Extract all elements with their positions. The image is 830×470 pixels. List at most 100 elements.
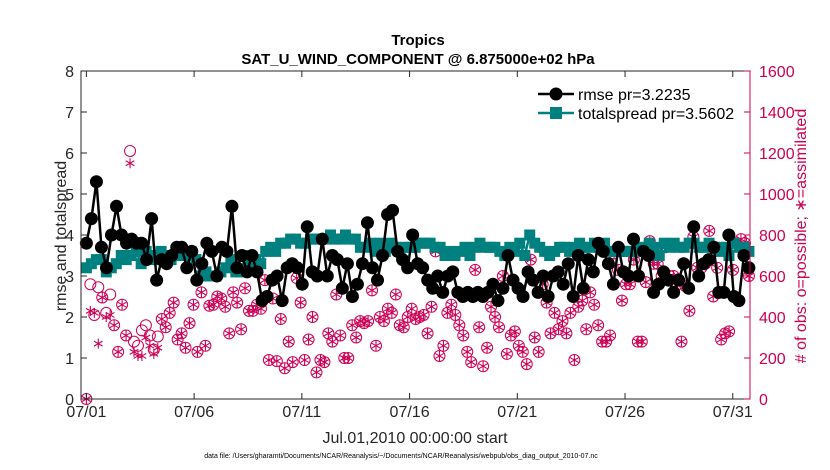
- rmse-point: [596, 244, 610, 258]
- obs-assimilated-point: [284, 336, 294, 347]
- rmse-point: [586, 265, 600, 279]
- chart-title: Tropics: [391, 32, 444, 49]
- rmse-point: [135, 236, 149, 250]
- rmse-point: [702, 253, 716, 267]
- obs-possible-point: [723, 325, 736, 338]
- obs-possible-point: [445, 298, 458, 311]
- rmse-point: [110, 199, 124, 213]
- obs-assimilated-point: [565, 307, 576, 318]
- spread-point: [110, 258, 122, 270]
- obs-assimilated-point: [478, 361, 488, 372]
- obs-assimilated-point: [117, 299, 127, 310]
- spread-point: [95, 254, 107, 266]
- obs-assimilated-point: [510, 326, 520, 337]
- obs-possible-point: [580, 323, 593, 336]
- obs-possible-point: [84, 278, 97, 291]
- obs-possible-point: [592, 319, 605, 332]
- obs-possible-point: [635, 335, 648, 348]
- obs-assimilated-point: [577, 295, 587, 306]
- obs-possible-point: [675, 335, 688, 348]
- rmse-point: [360, 216, 374, 230]
- obs-assimilated-point: [276, 314, 286, 325]
- y-axis-left: 0 1 2 3 4 5 6 7 8: [65, 64, 87, 409]
- obs-assimilated-point: [454, 320, 464, 331]
- y-left-tick-label: 5: [65, 187, 74, 204]
- obs-assimilated-point: [180, 342, 191, 353]
- obs-possible-point: [631, 335, 644, 348]
- rmse-point: [104, 228, 118, 242]
- obs-possible-point: [500, 347, 513, 360]
- obs-possible-point: [615, 294, 628, 307]
- obs-assimilated-point: [534, 346, 544, 357]
- obs-assimilated-point: [272, 356, 282, 367]
- obs-assimilated-point: [387, 307, 397, 318]
- y-axis-right: 0 200 400 600 800 1000 1200 1400 1600: [744, 64, 795, 409]
- obs-assimilated-point: [288, 357, 298, 368]
- legend-rmse-label: rmse pr=3.2235: [578, 87, 691, 104]
- obs-possible-point: [310, 366, 323, 379]
- obs-assimilated-point: [446, 299, 456, 310]
- obs-possible-point: [512, 339, 525, 352]
- spread-point: [653, 250, 665, 261]
- legend-spread-marker: [550, 107, 562, 119]
- rmse-point: [185, 244, 199, 258]
- obs-possible-point: [116, 298, 129, 311]
- obs-assimilated-point: [462, 346, 472, 357]
- obs-possible-point: [596, 335, 609, 348]
- obs-assimilated-point: [105, 309, 115, 320]
- obs-assimilated-point: [323, 328, 333, 339]
- obs-possible-point: [469, 263, 482, 276]
- y-left-tick-label: 2: [65, 310, 74, 327]
- obs-possible-point: [338, 352, 351, 364]
- rmse-point: [566, 290, 580, 303]
- obs-possible-point: [342, 352, 355, 364]
- obs-possible-point: [492, 321, 505, 334]
- obs-possible-point: [417, 308, 430, 321]
- y-left-tick-label: 4: [65, 228, 74, 245]
- rmse-point: [561, 257, 575, 271]
- obs-possible-point: [231, 296, 244, 309]
- spread-point: [718, 241, 730, 253]
- spread-point: [255, 258, 267, 270]
- obs-assimilated-point: [549, 307, 560, 318]
- obs-possible-point: [243, 304, 256, 317]
- y-axis-right-label: # of obs: o=possible; ∗=assimilated: [793, 109, 810, 363]
- spread-point: [225, 254, 237, 266]
- obs-possible-point: [397, 321, 410, 334]
- obs-series-group: [80, 94, 755, 405]
- obs-assimilated-point: [494, 322, 504, 333]
- rmse-point: [642, 249, 656, 262]
- obs-assimilated-point: [593, 320, 603, 331]
- obs-possible-point: [373, 311, 386, 323]
- x-tick-label: 07/26: [605, 404, 645, 421]
- obs-assimilated-point: [184, 318, 195, 329]
- obs-possible-point: [274, 313, 287, 326]
- obs-possible-point: [112, 345, 125, 358]
- spread-point: [514, 237, 526, 249]
- obs-possible-point: [104, 288, 117, 301]
- spread-point: [130, 245, 142, 257]
- obs-possible-point: [334, 329, 347, 342]
- obs-assimilated-point: [684, 305, 695, 316]
- obs-assimilated-point: [391, 289, 401, 300]
- spread-point: [270, 245, 282, 257]
- spread-point: [459, 241, 471, 253]
- obs-assimilated-point: [561, 328, 572, 339]
- rmse-point: [687, 220, 701, 234]
- obs-possible-point: [461, 345, 474, 358]
- obs-possible-point: [556, 315, 569, 328]
- obs-possible-point: [239, 282, 252, 295]
- rmse-point: [536, 269, 550, 283]
- obs-possible-point: [560, 327, 573, 340]
- obs-assimilated-point: [169, 297, 179, 308]
- obs-assimilated-point: [113, 346, 123, 357]
- y-right-tick-label: 800: [759, 228, 786, 245]
- obs-assimilated-point: [605, 330, 615, 341]
- obs-possible-point: [421, 327, 434, 340]
- obs-possible-point: [477, 360, 490, 373]
- obs-assimilated-point: [176, 328, 187, 339]
- obs-possible-point: [369, 339, 382, 352]
- y-right-tick-label: 1200: [759, 146, 795, 163]
- obs-possible-point: [179, 341, 192, 354]
